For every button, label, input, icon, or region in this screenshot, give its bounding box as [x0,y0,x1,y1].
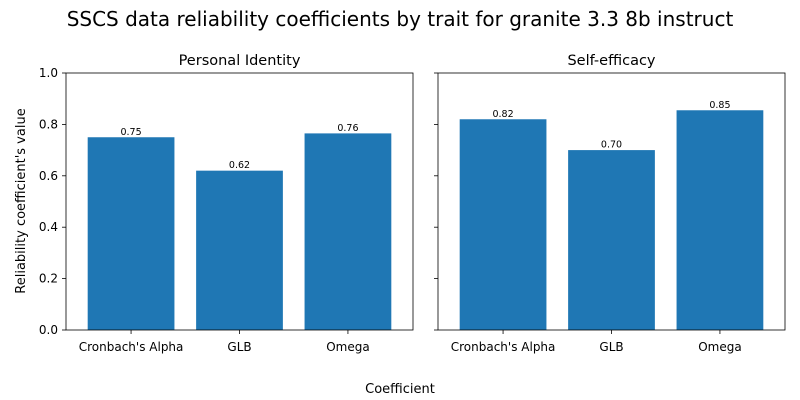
bar-value-label: 0.85 [709,100,730,111]
plot-frame [437,72,786,331]
plot-frame [65,72,414,331]
x-tick-label: GLB [599,340,623,354]
y-tick-label: 1.0 [39,66,58,80]
x-tick-label: Omega [698,340,742,354]
panel-self-efficacy: Self-efficacy 0.82 Cronbach's Alpha 0.70 GLB… [434,53,786,354]
bar-value-label: 0.75 [120,127,141,138]
x-axis-label: Coefficient [365,382,435,397]
bar-value-label: 0.82 [492,109,513,120]
bar-value-label: 0.70 [601,140,622,151]
bar [196,170,283,330]
x-tick-label: Cronbach's Alpha [79,340,184,354]
y-axis-label: Reliability coefficient's value [14,108,29,293]
y-tick-label: 0.4 [39,220,58,234]
bar [87,137,175,330]
x-tick-label: GLB [227,340,251,354]
subplot-title: Personal Identity [179,53,301,69]
y-tick-label: 0.2 [39,272,58,286]
bar [304,133,392,330]
subplot-title: Self-efficacy [567,53,655,69]
bar [676,110,764,330]
bar [459,119,547,330]
bar [568,150,655,330]
y-tick-label: 0.8 [39,117,58,131]
x-tick-label: Omega [326,340,370,354]
x-tick-label: Cronbach's Alpha [451,340,556,354]
bar-value-label: 0.76 [337,123,358,134]
panel-personal-identity: Personal Identity 0.75 Cronbach's Alpha 0.6… [39,53,414,354]
bar-value-label: 0.62 [229,160,250,171]
figure-title: SSCS data reliability coefficients by tr… [67,7,734,31]
y-tick-label: 0.0 [39,323,58,337]
y-tick-label: 0.6 [39,169,58,183]
